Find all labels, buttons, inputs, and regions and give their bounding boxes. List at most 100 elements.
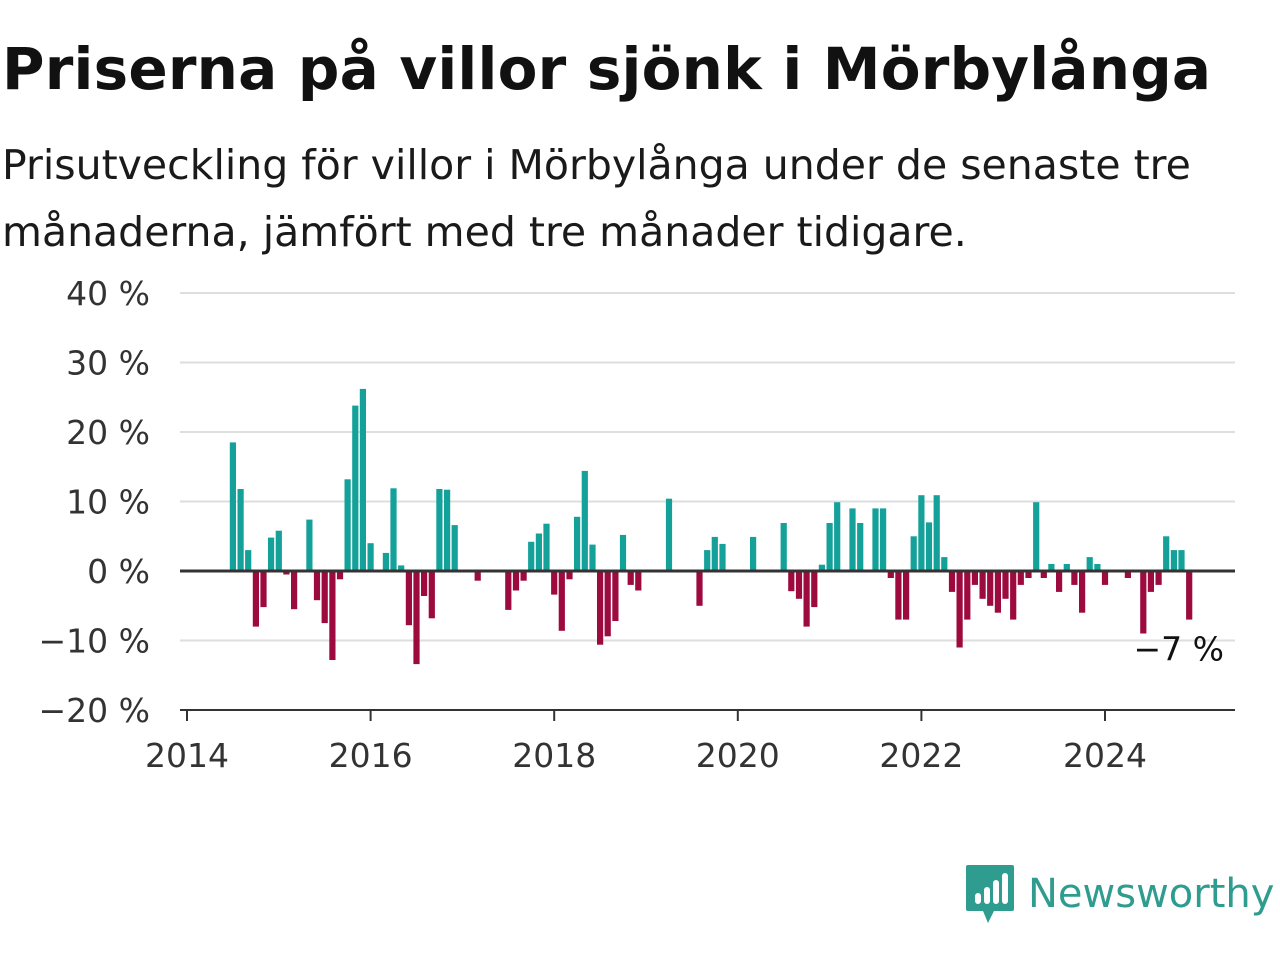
bar <box>428 571 435 619</box>
bar <box>887 571 894 578</box>
bar <box>704 550 711 571</box>
bar <box>252 571 259 627</box>
bar <box>941 557 948 571</box>
bar <box>344 479 351 571</box>
bar <box>948 571 956 592</box>
bar <box>245 550 252 571</box>
x-tick-label: 2018 <box>512 736 596 775</box>
bar <box>1140 571 1147 634</box>
bar <box>1163 536 1170 572</box>
bar <box>1010 571 1017 620</box>
bars <box>229 388 1193 665</box>
bar <box>543 523 550 571</box>
bar <box>1124 571 1131 578</box>
bar <box>237 489 244 571</box>
bar <box>1155 571 1162 585</box>
bar <box>1079 571 1086 613</box>
logo-text: Newsworthy <box>1028 871 1275 917</box>
bar <box>964 571 971 620</box>
bar <box>834 502 841 571</box>
bar <box>398 565 405 571</box>
bar-chart: −20 % −10 % 0 % 10 % 20 % 30 % 40 % 2014 2016 201… <box>39 274 1235 775</box>
bar <box>1017 571 1024 585</box>
bar <box>1086 557 1093 571</box>
chart-subtitle: Prisutveckling för villor i Mörbylånga u… <box>2 141 1191 256</box>
bar <box>619 534 627 571</box>
bar <box>321 571 328 624</box>
bar <box>551 571 558 595</box>
bar <box>780 523 787 571</box>
bar <box>979 571 986 599</box>
newsworthy-logo: Newsworthy <box>964 862 1274 926</box>
bar <box>382 552 389 571</box>
bar <box>1048 564 1055 571</box>
y-tick-label: 10 % <box>66 483 150 522</box>
bar <box>405 571 412 626</box>
bar <box>1040 571 1047 578</box>
bar <box>413 571 420 665</box>
bar <box>803 571 810 627</box>
bar <box>880 508 887 571</box>
bar <box>994 571 1001 613</box>
y-tick-label: 0 % <box>87 552 150 591</box>
bar <box>528 541 535 571</box>
bar <box>1094 564 1101 571</box>
bar <box>275 530 282 571</box>
bar <box>283 571 290 575</box>
bar <box>696 571 703 606</box>
bar <box>436 489 443 571</box>
bar <box>352 405 359 571</box>
bar <box>336 571 344 580</box>
bar <box>750 536 757 571</box>
bar <box>1002 571 1009 599</box>
bar <box>849 508 856 571</box>
bar <box>306 519 313 571</box>
bar <box>1025 571 1032 578</box>
bar-chart-speech-bubble-icon <box>966 865 1014 923</box>
bar <box>895 571 902 620</box>
bar <box>971 571 978 585</box>
bar <box>826 523 833 571</box>
bar <box>581 470 588 571</box>
axes <box>180 569 1235 721</box>
bar <box>788 571 795 592</box>
x-tick-label: 2024 <box>1063 736 1147 775</box>
last-value-label: −7 % <box>1134 630 1225 669</box>
bar <box>711 536 718 571</box>
bar <box>1063 564 1070 571</box>
x-tick-label: 2014 <box>145 736 229 775</box>
gridlines <box>180 292 1235 711</box>
bar <box>910 536 917 572</box>
bar <box>566 571 573 580</box>
y-tick-label: 30 % <box>66 344 150 383</box>
bar <box>444 489 451 571</box>
bar <box>1178 550 1185 571</box>
bar <box>268 537 275 571</box>
x-tick-label: 2022 <box>879 736 963 775</box>
bar <box>1186 571 1193 620</box>
bar <box>918 495 925 571</box>
x-tick-label: 2020 <box>696 736 780 775</box>
bar <box>933 495 940 571</box>
y-tick-label: −20 % <box>39 691 151 730</box>
bar <box>1101 571 1109 585</box>
bar <box>505 571 512 610</box>
bar <box>627 571 634 585</box>
y-tick-label: −10 % <box>39 622 151 661</box>
x-tick-label: 2016 <box>329 736 413 775</box>
bar <box>367 543 374 571</box>
y-tick-label: 40 % <box>66 274 150 313</box>
bar <box>1033 502 1040 571</box>
bar <box>558 571 565 631</box>
bar <box>872 508 879 571</box>
tick-labels: −20 % −10 % 0 % 10 % 20 % 30 % 40 % 2014 2016 201… <box>39 274 1225 775</box>
bar <box>260 571 267 608</box>
bar <box>574 516 581 571</box>
bar <box>291 571 298 610</box>
bar <box>719 543 726 571</box>
bar <box>1147 571 1154 592</box>
bar <box>421 571 428 596</box>
bar <box>635 571 642 591</box>
bar <box>1071 571 1078 585</box>
bar <box>665 498 673 571</box>
